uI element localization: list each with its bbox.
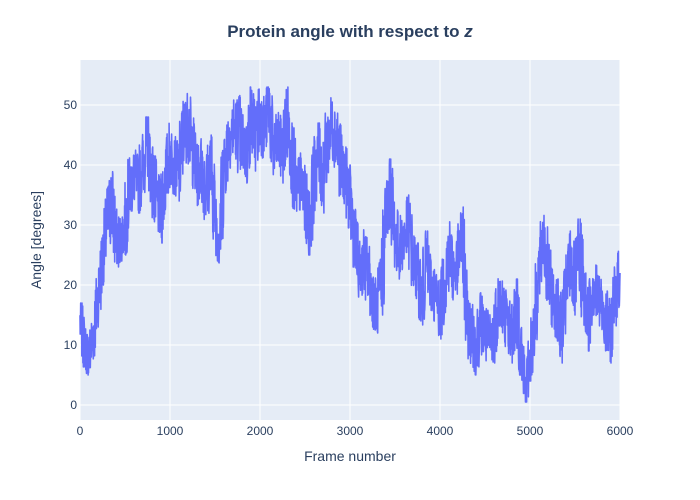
chart-title-main: Protein angle with respect to [227,22,464,41]
chart-title-italic: z [463,22,473,41]
y-axis-title: Angle [degrees] [28,191,44,289]
series-line [79,86,621,403]
x-tick-label: 4000 [427,424,454,438]
x-tick-label: 5000 [517,424,544,438]
y-tick-label: 0 [70,398,77,412]
series-group [79,86,621,403]
y-tick-label: 30 [64,218,78,232]
y-tick-label: 40 [64,158,78,172]
x-tick-label: 1000 [157,424,184,438]
x-axis-title: Frame number [304,448,396,464]
x-tick-label: 2000 [247,424,274,438]
chart-title: Protein angle with respect to z [227,22,473,41]
x-tick-label: 3000 [337,424,364,438]
y-tick-label: 10 [64,338,78,352]
x-tick-label: 6000 [607,424,634,438]
y-tick-label: 20 [64,278,78,292]
x-tick-label: 0 [77,424,84,438]
tick-labels: 0 1000 2000 3000 4000 5000 6000 0 10 20 30 40 50 [64,98,634,438]
y-tick-label: 50 [64,98,78,112]
